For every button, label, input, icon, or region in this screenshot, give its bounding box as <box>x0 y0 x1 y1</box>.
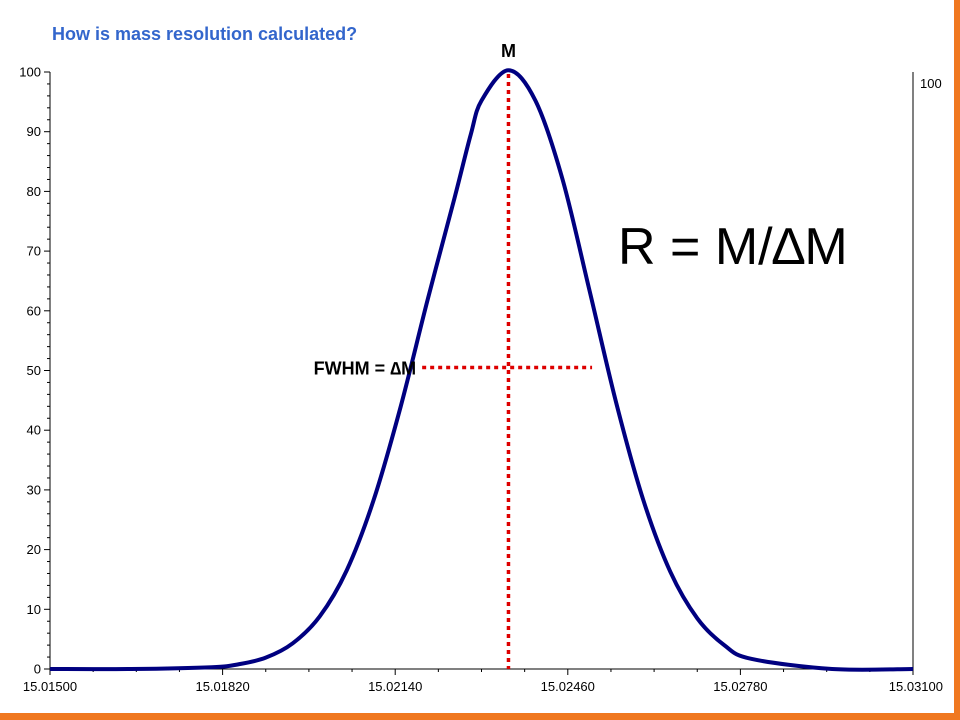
slide-title: How is mass resolution calculated? <box>52 24 358 44</box>
y-tick-label: 50 <box>27 363 41 378</box>
x-tick-label: 15.03100 <box>889 679 943 694</box>
x-tick-label: 15.02780 <box>713 679 767 694</box>
x-tick-label: 15.02140 <box>368 679 422 694</box>
accent-border-right <box>954 0 960 720</box>
x-tick-label: 15.01500 <box>23 679 77 694</box>
right-axis-label: 100 <box>920 76 942 91</box>
peak-series-line <box>49 68 914 672</box>
y-tick-label: 100 <box>19 65 41 80</box>
y-tick-label: 30 <box>27 482 41 497</box>
y-tick-label: 70 <box>27 244 41 259</box>
x-tick-label: 15.01820 <box>195 679 249 694</box>
y-tick-label: 40 <box>27 423 41 438</box>
y-tick-label: 80 <box>27 184 41 199</box>
fwhm-label: FWHM = ∆M <box>314 359 417 379</box>
y-tick-label: 90 <box>27 124 41 139</box>
resolution-formula: R = M/∆M <box>618 218 848 276</box>
y-tick-label: 0 <box>34 662 41 677</box>
accent-border-bottom <box>0 713 960 720</box>
y-tick-label: 20 <box>27 542 41 557</box>
y-tick-label: 10 <box>27 602 41 617</box>
y-tick-label: 60 <box>27 303 41 318</box>
x-tick-label: 15.02460 <box>541 679 595 694</box>
peak-label: M <box>501 41 516 61</box>
